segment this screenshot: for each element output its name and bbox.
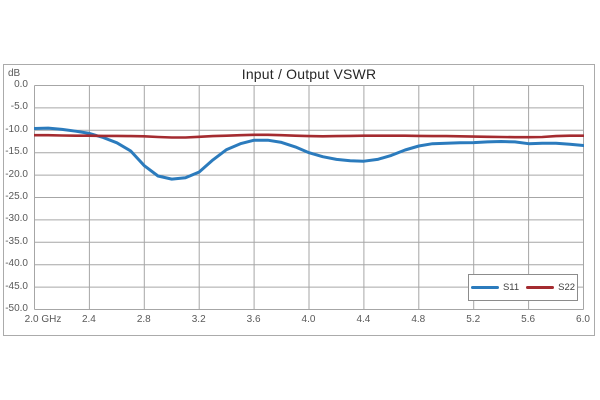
gridlines: [34, 85, 584, 310]
series-S11: [34, 126, 584, 181]
series-S22: [34, 133, 584, 139]
legend-item-s22: S22: [526, 282, 575, 293]
y-axis-unit-label: dB: [8, 68, 21, 79]
plot-area: [34, 85, 584, 310]
chart-title: Input / Output VSWR: [241, 66, 377, 82]
s11-line-swatch: [470, 286, 499, 289]
legend-item-s11: S11: [470, 282, 520, 293]
legend-label-s11: S11: [502, 282, 520, 293]
legend: S11 S22: [468, 274, 578, 301]
legend-label-s22: S22: [558, 282, 576, 293]
s22-line-swatch: [526, 286, 555, 289]
